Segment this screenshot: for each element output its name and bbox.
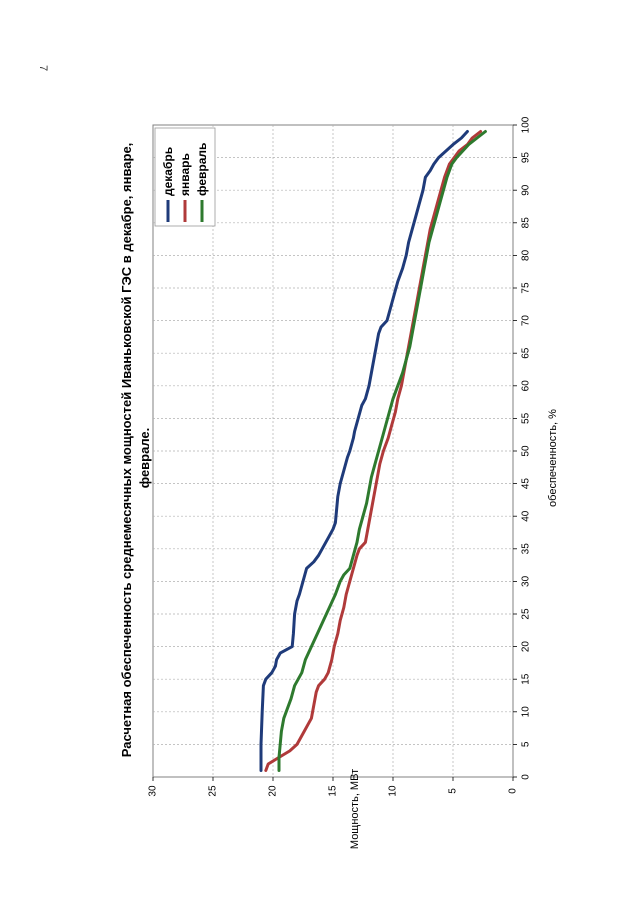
y-tick-label: 5 — [448, 788, 459, 794]
chart-title-line2: феврале. — [137, 428, 152, 489]
series-line-2 — [264, 130, 483, 772]
y-tick-label: 15 — [328, 785, 339, 797]
series-line-3 — [277, 130, 487, 772]
y-tick-label: 30 — [148, 785, 159, 797]
axis-ticks: 0510152025303540455055606570758085909510… — [148, 116, 532, 796]
y-tick-label: 20 — [268, 785, 279, 797]
x-tick-label: 60 — [521, 380, 532, 392]
legend: декабрь январь февраль — [154, 127, 216, 227]
x-tick-label: 20 — [521, 641, 532, 653]
y-tick-label: 0 — [508, 788, 519, 794]
x-tick-label: 30 — [521, 575, 532, 587]
x-tick-label: 80 — [521, 249, 532, 261]
grid-lines — [153, 125, 513, 777]
x-tick-label: 85 — [521, 217, 532, 229]
legend-label-3: февраль — [195, 143, 209, 196]
series-line-1 — [259, 130, 469, 772]
x-tick-label: 100 — [521, 116, 532, 133]
x-tick-label: 35 — [521, 543, 532, 555]
series-group — [259, 130, 487, 772]
x-tick-label: 90 — [521, 184, 532, 196]
chart-title-line1: Расчетная обеспеченность среднемесячных … — [119, 143, 134, 758]
x-tick-label: 50 — [521, 445, 532, 457]
y-tick-label: 10 — [388, 785, 399, 797]
x-tick-label: 40 — [521, 510, 532, 522]
x-tick-label: 65 — [521, 347, 532, 359]
legend-label-2: январь — [178, 153, 192, 196]
y-axis-title: Мощность, МВт — [349, 769, 361, 849]
x-tick-label: 70 — [521, 315, 532, 327]
x-tick-label: 25 — [521, 608, 532, 620]
x-tick-label: 95 — [521, 152, 532, 164]
x-tick-label: 75 — [521, 282, 532, 294]
x-tick-label: 45 — [521, 478, 532, 490]
x-tick-label: 0 — [521, 774, 532, 780]
x-tick-label: 55 — [521, 412, 532, 424]
x-tick-label: 5 — [521, 741, 532, 747]
x-tick-label: 10 — [521, 706, 532, 718]
x-tick-label: 15 — [521, 673, 532, 685]
x-axis-title: обеспеченность, % — [547, 409, 559, 507]
y-tick-label: 25 — [208, 785, 219, 797]
legend-label-1: декабрь — [161, 147, 175, 196]
